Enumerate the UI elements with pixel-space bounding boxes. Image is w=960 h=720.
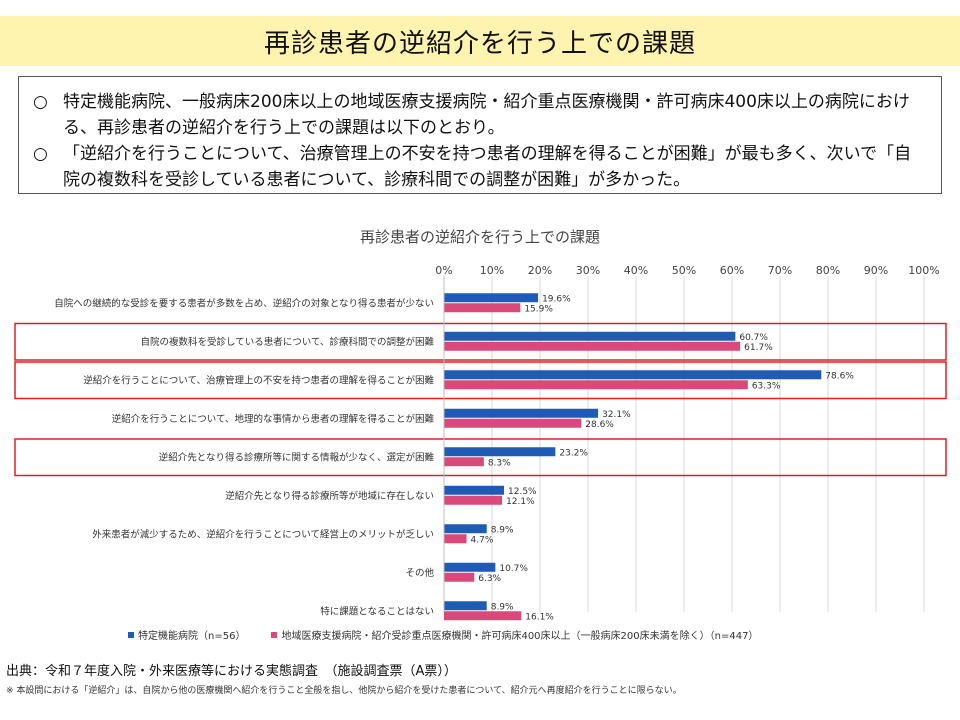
summary-text: 「逆紹介を行うことについて、治療管理上の不安を持つ患者の理解を得ることが困難」が… [63, 144, 912, 190]
x-tick-label: 20% [528, 264, 552, 277]
bar [444, 572, 475, 582]
data-label: 78.6% [825, 371, 854, 381]
bar [444, 562, 496, 572]
bar [444, 370, 822, 380]
data-label: 8.3% [488, 458, 511, 468]
data-label: 8.9% [491, 525, 514, 535]
data-label: 32.1% [602, 410, 631, 420]
x-tick-label: 60% [720, 264, 744, 277]
x-tick-label: 40% [624, 264, 648, 277]
highlight-box [14, 438, 947, 477]
x-tick-label: 100% [908, 264, 939, 277]
data-label: 28.6% [585, 420, 614, 430]
bar [444, 293, 539, 303]
highlight-box [14, 361, 947, 400]
bullet-icon: ○ [33, 92, 48, 112]
data-label: 61.7% [744, 343, 773, 353]
page-title-text: 再診患者の逆紹介を行う上での課題 [263, 28, 696, 59]
bar [444, 303, 521, 313]
data-label: 19.6% [542, 294, 571, 304]
bullet-icon: ○ [33, 144, 48, 164]
x-tick-label: 0% [435, 264, 452, 277]
data-label: 12.1% [506, 497, 535, 507]
x-tick-label: 10% [480, 264, 504, 277]
data-label: 12.5% [508, 487, 537, 497]
highlight-box [14, 322, 947, 361]
category-label: 自院への継続的な受診を要する患者が多数を占め、逆紹介の対象となり得る患者が少ない [54, 297, 434, 309]
legend-item-series-2: 地域医療支援病院・紹介受診重点医療機関・許可病床400床以上（一般病床200床未… [271, 627, 758, 642]
bar [444, 534, 467, 544]
footnote: ※ 本設問における「逆紹介」は、自院から他の医療機関へ紹介を行うこと全般を指し、… [6, 686, 682, 696]
x-tick-label: 50% [672, 264, 696, 277]
bar [444, 331, 736, 341]
category-label: その他 [405, 567, 434, 579]
source-citation: 出典：令和７年度入院・外来医療等における実態調査 （施設調査票（A票）） [6, 664, 457, 679]
bar [444, 524, 487, 534]
category-label: 逆紹介先となり得る診療所等が地域に存在しない [225, 490, 434, 502]
data-label: 8.9% [491, 602, 514, 612]
bar [444, 408, 599, 418]
summary-item: ○ 「逆紹介を行うことについて、治療管理上の不安を持つ患者の理解を得ることが困難… [33, 141, 927, 193]
bar [444, 380, 748, 390]
bar [444, 341, 741, 351]
legend-label-series-2: 地域医療支援病院・紹介受診重点医療機関・許可病床400床以上（一般病床200床未… [281, 631, 759, 642]
bar [444, 495, 503, 505]
category-label: 逆紹介を行うことについて、治療管理上の不安を持つ患者の理解を得ることが困難 [83, 374, 434, 386]
summary-item: ○ 特定機能病院、一般病床200床以上の地域医療支援病院・紹介重点医療機関・許可… [33, 89, 927, 141]
data-label: 16.1% [525, 612, 554, 622]
bar [444, 611, 522, 621]
chart-legend: 特定機能病院（n=56） 地域医療支援病院・紹介受診重点医療機関・許可病床400… [128, 627, 758, 642]
bar [444, 457, 484, 467]
category-label: 逆紹介先となり得る診療所等に関する情報が少なく、選定が困難 [159, 451, 435, 463]
page-title: 再診患者の逆紹介を行う上での課題 [0, 16, 960, 66]
category-label: 逆紹介を行うことについて、地理的な事情から患者の理解を得ることが困難 [112, 413, 435, 425]
bar [444, 485, 504, 495]
x-tick-label: 30% [576, 264, 600, 277]
x-tick-label: 80% [816, 264, 840, 277]
bar-chart: 0% 10% 20% 30% 40% 50% 60% 70% 80% 90% 100% 自院への継続的… [14, 264, 947, 622]
category-label: 自院の複数科を受診している患者について、診療科間での調整が困難 [141, 336, 435, 348]
data-label: 23.2% [559, 448, 588, 458]
chart-title: 再診患者の逆紹介を行う上での課題 [359, 228, 600, 246]
x-tick-label: 70% [768, 264, 792, 277]
bar [444, 418, 582, 428]
data-label: 4.7% [471, 535, 494, 545]
bar [444, 601, 487, 611]
data-label: 15.9% [524, 304, 553, 314]
data-label: 63.3% [752, 381, 781, 391]
legend-swatch-series-1 [128, 631, 134, 638]
bar [444, 447, 556, 457]
category-label: 特に課題となることはない [320, 605, 434, 617]
data-label: 6.3% [478, 574, 501, 584]
legend-item-series-1: 特定機能病院（n=56） [128, 627, 245, 642]
data-label: 10.7% [499, 564, 528, 574]
category-label: 外来患者が減少するため、逆紹介を行うことについて経営上のメリットが乏しい [92, 528, 434, 540]
legend-swatch-series-2 [271, 631, 278, 638]
data-label: 60.7% [739, 333, 768, 343]
summary-box: ○ 特定機能病院、一般病床200床以上の地域医療支援病院・紹介重点医療機関・許可… [18, 76, 942, 194]
x-tick-label: 90% [864, 264, 888, 277]
summary-text: 特定機能病院、一般病床200床以上の地域医療支援病院・紹介重点医療機関・許可病床… [63, 92, 910, 138]
legend-label-series-1: 特定機能病院（n=56） [138, 631, 246, 642]
